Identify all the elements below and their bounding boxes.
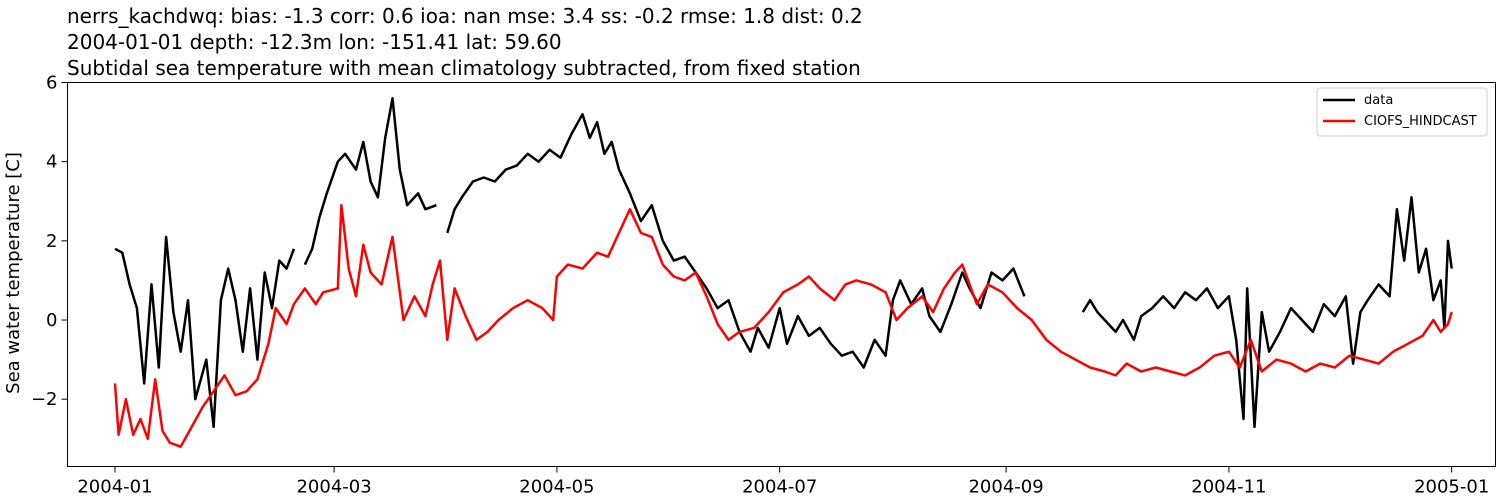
plot-series: [113, 97, 1453, 448]
y-tick-label: 2: [46, 231, 57, 252]
chart-title: nerrs_kachdwq: bias: -1.3 corr: 0.6 ioa:…: [67, 4, 863, 80]
legend: data CIOFS_HINDCAST: [1316, 87, 1488, 137]
y-tick-label: 0: [46, 310, 57, 331]
x-tick-label: 2004-11: [1191, 477, 1266, 498]
legend-box: [1316, 87, 1488, 137]
x-tick-label: 2004-05: [519, 477, 594, 498]
y-tick-label: 6: [46, 73, 57, 94]
y-axis-ticks: 6 4 2 0 −2: [31, 73, 68, 410]
x-axis-ticks: 2004-01 2004-03 2004-05 2004-07 2004-09 2004-…: [77, 466, 1489, 498]
plot-frame: [67, 82, 1496, 467]
title-line-1: nerrs_kachdwq: bias: -1.3 corr: 0.6 ioa:…: [67, 4, 863, 28]
y-tick-label: −2: [31, 389, 58, 410]
y-tick-label: 4: [46, 152, 57, 173]
series-line-data: [114, 97, 1453, 429]
legend-label-data: data: [1364, 93, 1393, 108]
title-line-2: 2004-01-01 depth: -12.3m lon: -151.41 la…: [67, 30, 562, 54]
x-tick-label: 2004-07: [742, 477, 817, 498]
title-line-3: Subtidal sea temperature with mean clima…: [67, 56, 861, 80]
x-tick-label: 2005-01: [1414, 477, 1489, 498]
x-tick-label: 2004-03: [296, 477, 371, 498]
y-axis-label: Sea water temperature [C]: [3, 152, 24, 394]
x-tick-label: 2004-09: [968, 477, 1043, 498]
x-tick-label: 2004-01: [77, 477, 152, 498]
series-line-ciofs-hindcast: [113, 203, 1453, 448]
legend-label-ciofs-hindcast: CIOFS_HINDCAST: [1364, 114, 1477, 129]
